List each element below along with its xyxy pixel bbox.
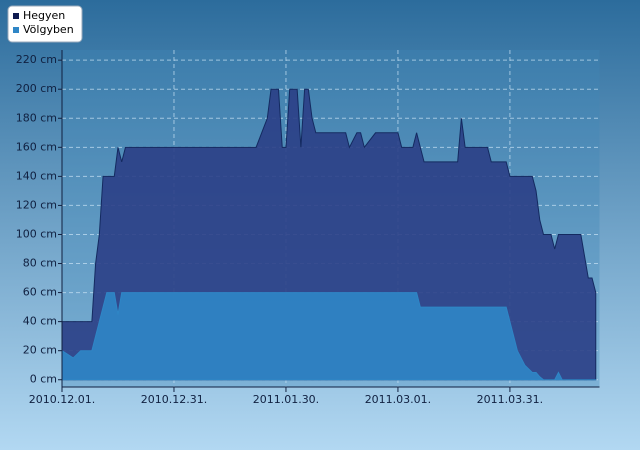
- area: [61, 292, 597, 381]
- legend-label: Hegyen: [23, 9, 65, 22]
- y-tick-label: 180 cm: [16, 111, 57, 124]
- y-tick-label: 120 cm: [16, 198, 57, 211]
- legend-swatch: [13, 13, 19, 19]
- y-tick-label: 60 cm: [23, 286, 57, 299]
- y-tick-label: 140 cm: [16, 169, 57, 182]
- legend-label: Völgyben: [23, 23, 74, 36]
- x-tick-label: 2011.03.31.: [477, 393, 543, 406]
- y-tick-label: 160 cm: [16, 140, 57, 153]
- plot: 0 cm 20 cm 40 cm 60 cm 80 cm 100 cm 120 cm 140 …: [16, 50, 600, 406]
- y-tick-label: 100 cm: [16, 227, 57, 240]
- legend-box: [7, 5, 83, 43]
- y-tick-label: 80 cm: [23, 257, 57, 270]
- legend-swatch: [13, 27, 19, 33]
- y-tick-label: 200 cm: [16, 82, 57, 95]
- x-tick-label: 2011.03.01.: [365, 393, 431, 406]
- x-tick-label: 2010.12.31.: [141, 393, 207, 406]
- y-tick-label: 0 cm: [30, 373, 57, 386]
- y-tick-label: 20 cm: [23, 344, 57, 357]
- y-tick-label: 40 cm: [23, 315, 57, 328]
- y-tick-label: 220 cm: [16, 53, 57, 66]
- x-tick-label: 2011.01.30.: [253, 393, 319, 406]
- x-tick-label: 2010.12.01.: [29, 393, 95, 406]
